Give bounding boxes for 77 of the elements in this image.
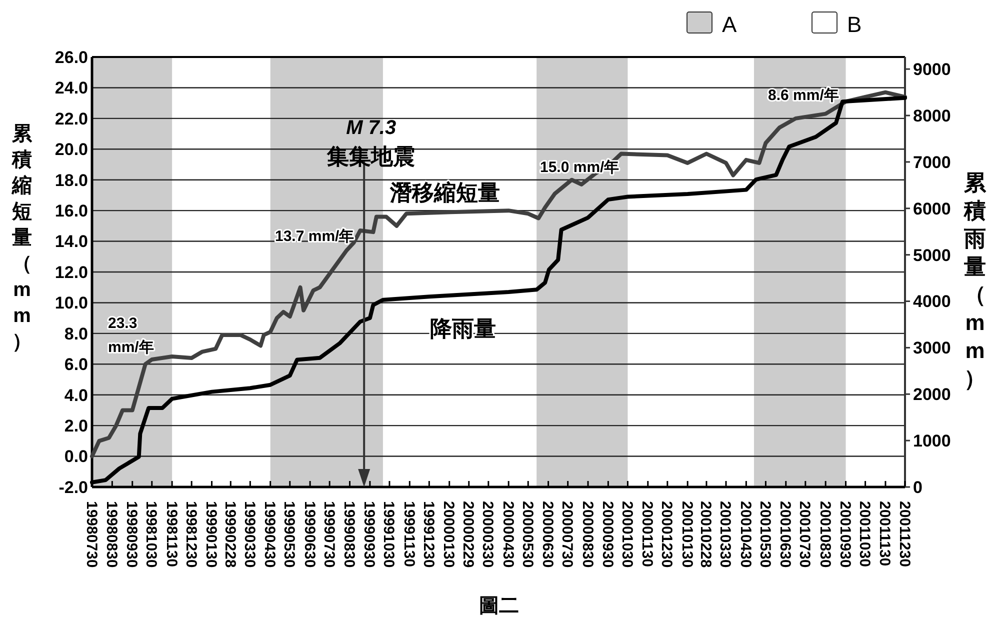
y2-tick-label: 4000 — [913, 292, 951, 312]
y2-axis-title: 累積雨量（mm） — [963, 170, 987, 391]
y-tick-label: 2.0 — [64, 416, 88, 436]
y2-tick-label: 2000 — [913, 385, 951, 404]
x-tick-label: 20000130 — [440, 501, 458, 568]
x-tick-label: 19980930 — [123, 501, 140, 568]
x-tick-label: 19990930 — [360, 501, 378, 568]
x-tick-label: 20001130 — [638, 501, 656, 567]
x-tick-label: 19991030 — [380, 501, 398, 568]
y2-tick-label: 3000 — [913, 338, 951, 358]
x-tick-label: 20000830 — [578, 501, 596, 568]
x-tick-label: 19990130 — [202, 501, 220, 568]
y-tick-label: 22.0 — [54, 109, 88, 128]
y2-tick-label: 6000 — [913, 199, 951, 218]
x-tick-label: 19981130 — [162, 501, 180, 567]
x-tick-label: 20000630 — [539, 501, 556, 568]
y2-tick-label: 0 — [913, 478, 922, 497]
x-tick-label: 19990730 — [320, 501, 338, 568]
legend-label: A — [722, 12, 737, 37]
x-tick-label: 20010630 — [776, 501, 794, 568]
y-tick-label: 26.0 — [54, 48, 88, 67]
y-tick-label: 8.0 — [64, 324, 88, 344]
y-tick-label: 10.0 — [54, 294, 88, 313]
x-tick-label: 20011130 — [876, 501, 894, 566]
text: 累積縮短量（mm） — [12, 123, 32, 353]
annotation: 23.3 mm/年 — [108, 315, 154, 356]
x-tick-label: 19990330 — [240, 501, 258, 568]
ref-line-label: M 7.3 集集地震 — [326, 117, 416, 169]
y2-tick-label: 9000 — [913, 60, 951, 80]
y-tick-label: 16.0 — [54, 202, 88, 221]
x-tick-label: 20001030 — [618, 501, 636, 568]
x-tick-label: 19990430 — [261, 501, 278, 568]
x-tick-label: 19980730 — [82, 501, 100, 568]
x-tick-label: 19991230 — [420, 501, 437, 568]
y2-tick-label: 1000 — [913, 432, 951, 451]
x-tick-label: 20010530 — [756, 501, 774, 568]
y2-tick-label: 8000 — [913, 106, 951, 126]
y-tick-label: -2.0 — [58, 478, 88, 497]
annotation: 15.0 mm/年 — [540, 159, 620, 176]
x-tick-label: 20010930 — [836, 501, 854, 568]
x-tick-label: 20000930 — [598, 501, 616, 568]
x-tick-label: 20000530 — [518, 501, 536, 568]
x-tick-label: 19990830 — [340, 501, 358, 568]
annotation: 8.6 mm/年 — [768, 87, 839, 104]
y-tick-label: 18.0 — [54, 170, 88, 190]
x-tick-label: 19980830 — [102, 501, 120, 568]
x-tick-label: 20010830 — [816, 501, 834, 568]
x-tick-label: 20010130 — [678, 501, 696, 568]
x-tick-label: 20011230 — [896, 501, 913, 567]
x-tick-label: 20000330 — [479, 501, 496, 568]
x-tick-label: 20000229 — [460, 501, 477, 568]
x-tick-label: 19981030 — [142, 501, 160, 568]
x-tick-label: 20010228 — [697, 501, 714, 568]
x-tick-label: 20010730 — [796, 501, 814, 568]
x-tick-label: 19981230 — [182, 501, 200, 568]
x-tick-label: 20010330 — [716, 501, 734, 568]
y-tick-label: 24.0 — [54, 78, 88, 98]
y2-tick-label: 5000 — [913, 246, 951, 265]
x-tick-label: 20011030 — [856, 501, 874, 567]
y-tick-label: 14.0 — [54, 232, 88, 252]
x-tick-label: 19990228 — [221, 501, 238, 568]
y2-tick-label: 7000 — [913, 152, 951, 172]
y-tick-label: 0.0 — [64, 447, 88, 466]
text: 圖二 — [479, 595, 519, 617]
y-tick-label: 4.0 — [64, 386, 88, 405]
x-tick-label: 19991130 — [400, 501, 418, 567]
y-tick-label: 20.0 — [54, 140, 88, 160]
y-tick-label: 12.0 — [54, 262, 88, 282]
x-tick-label: 20000430 — [499, 501, 516, 568]
x-tick-label: 19990630 — [300, 501, 318, 568]
annotation: 潛移縮短量 — [389, 180, 500, 205]
x-tick-label: 20001230 — [658, 501, 676, 568]
x-tick-label: 19990530 — [280, 501, 298, 568]
text: B — [847, 12, 862, 37]
y-tick-label: 6.0 — [64, 355, 88, 374]
x-tick-label: 20010430 — [736, 501, 754, 568]
x-tick-label: 20000730 — [558, 501, 576, 568]
